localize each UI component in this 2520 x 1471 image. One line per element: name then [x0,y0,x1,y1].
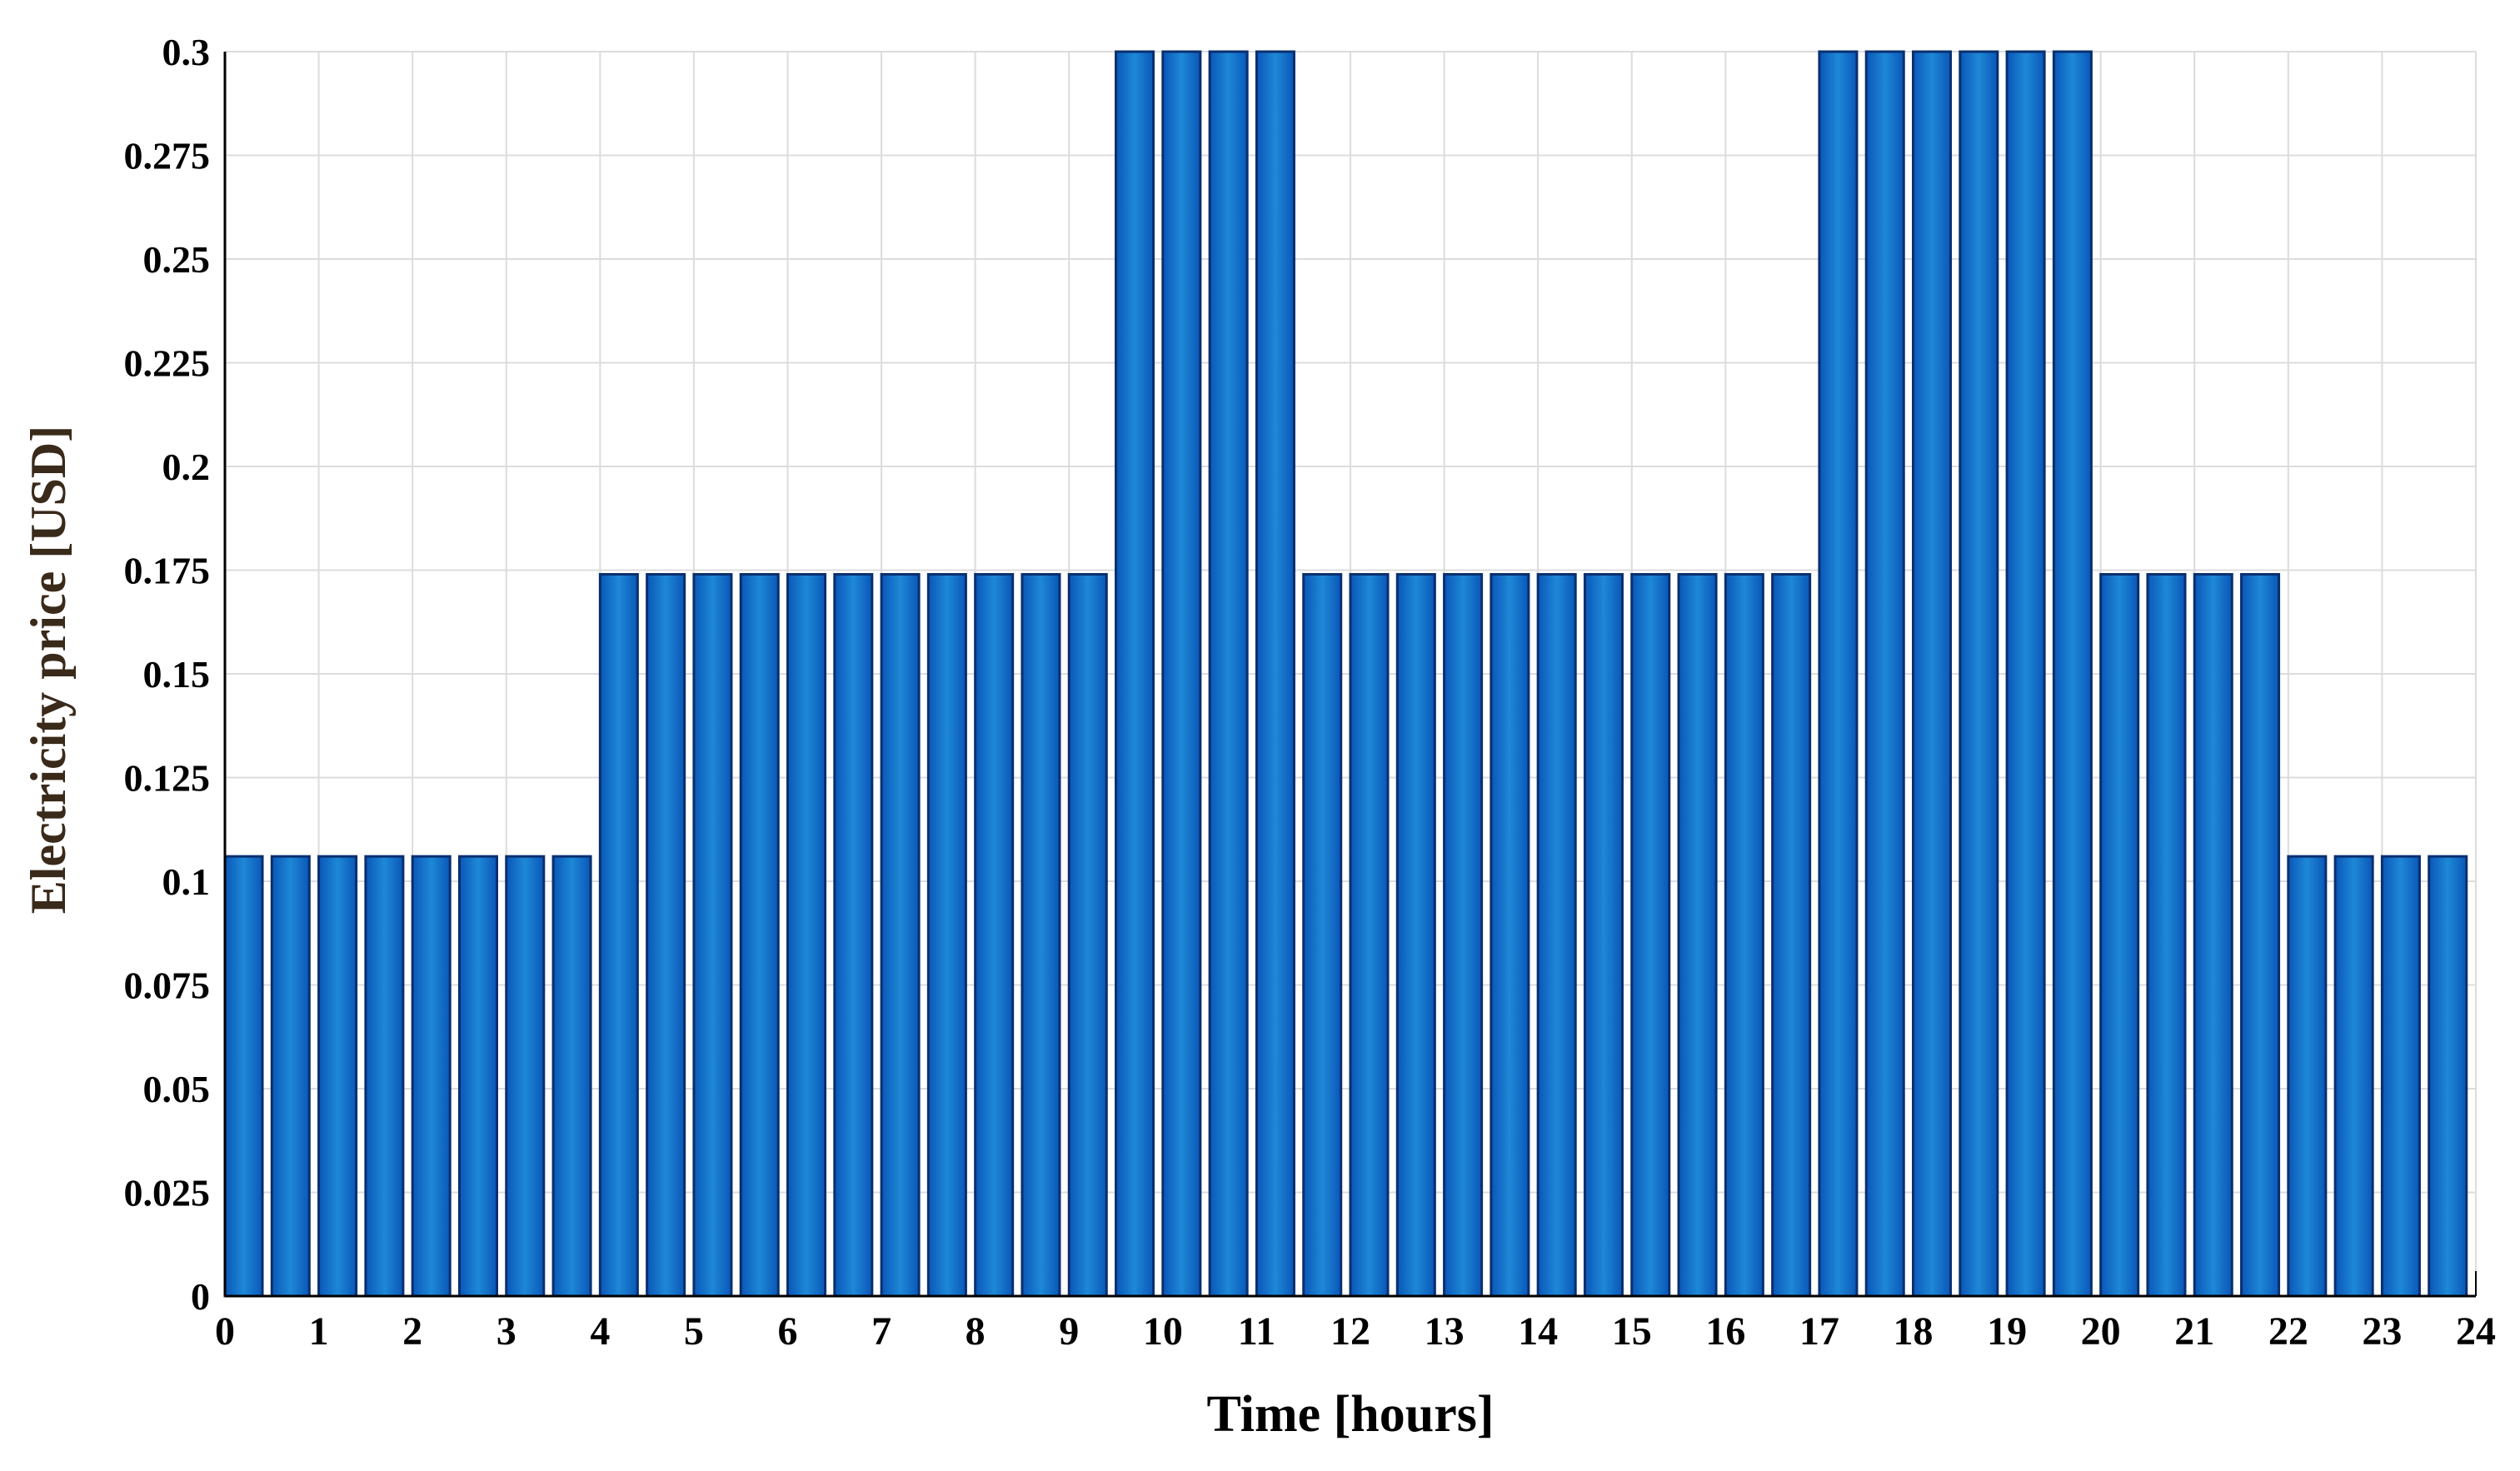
bar-6 [505,855,546,1298]
bar-16 [974,572,1015,1298]
bar-27 [1490,572,1530,1298]
bar-9 [646,572,686,1298]
bar-26 [1443,572,1484,1298]
x-tick-label-22: 22 [2268,1309,2308,1354]
bar-12 [786,572,827,1298]
x-tick-label-21: 21 [2174,1309,2214,1354]
x-tick-label-10: 10 [1143,1309,1183,1354]
bar-2 [317,855,358,1298]
y-tick-label-10: 0.25 [143,238,211,281]
bar-36 [1912,50,1953,1298]
bar-7 [551,855,592,1298]
x-tick-label-0: 0 [215,1309,235,1354]
bar-24 [1349,572,1390,1298]
x-tick-label-20: 20 [2081,1309,2121,1354]
bar-35 [1864,50,1905,1298]
bars [223,50,2468,1298]
x-tick-label-1: 1 [309,1309,329,1354]
y-tick-label-12: 0.3 [162,31,211,73]
bar-3 [364,855,405,1298]
bar-8 [598,572,639,1298]
x-tick-label-5: 5 [684,1309,704,1354]
x-tick-label-9: 9 [1059,1309,1079,1354]
bar-17 [1020,572,1061,1298]
x-tick-label-15: 15 [1612,1309,1652,1354]
x-tick-label-24: 24 [2456,1309,2496,1354]
y-tick-label-1: 0.025 [124,1172,211,1214]
bar-31 [1677,572,1718,1298]
y-tick-label-5: 0.125 [124,757,211,800]
y-axis-label: Electricity price [USD] [21,426,76,914]
bar-4 [411,855,452,1298]
bar-28 [1536,572,1577,1298]
bar-46 [2380,855,2421,1298]
y-tick-label-6: 0.15 [143,653,211,696]
x-tick-label-13: 13 [1425,1309,1465,1354]
y-tick-label-3: 0.075 [124,965,211,1007]
bar-40 [2099,572,2140,1298]
bar-11 [739,572,780,1298]
y-tick-label-7: 0.175 [124,550,211,592]
y-tick-label-0: 0 [191,1275,210,1318]
y-tick-label-2: 0.05 [143,1068,211,1110]
y-tick-label-8: 0.2 [162,446,211,488]
bar-23 [1302,572,1343,1298]
y-tick-label-11: 0.275 [124,135,211,177]
x-tick-label-16: 16 [1705,1309,1745,1354]
x-tick-label-7: 7 [871,1309,891,1354]
y-tick-label-9: 0.225 [124,342,211,385]
bar-33 [1771,572,1812,1298]
axes [223,52,2477,1298]
bar-39 [2052,50,2093,1298]
x-tick-labels: 0 1 2 3 4 5 6 7 8 9 10 11 12 13 14 15 16 17 18 19 20 21 22 23 24 [215,1309,2496,1354]
bar-37 [1959,50,1999,1298]
bar-13 [833,572,874,1298]
x-tick-label-11: 11 [1238,1309,1275,1354]
bar-10 [692,572,733,1298]
x-tick-label-6: 6 [778,1309,798,1354]
bar-19 [1115,50,1155,1298]
y-tick-labels: 0 0.025 0.05 0.075 0.1 0.125 0.15 0.175 0.2 0.225… [124,31,211,1318]
x-tick-label-4: 4 [590,1309,610,1354]
x-tick-label-12: 12 [1330,1309,1370,1354]
bar-47 [2428,855,2468,1298]
bar-29 [1583,572,1624,1298]
bar-43 [2240,572,2281,1298]
y-tick-label-4: 0.1 [162,860,211,903]
bar-34 [1818,50,1859,1298]
bar-1 [270,855,311,1298]
bar-42 [2193,572,2233,1298]
bar-45 [2333,855,2374,1298]
bar-20 [1161,50,1202,1298]
x-tick-label-3: 3 [497,1309,516,1354]
bar-18 [1067,572,1108,1298]
x-tick-label-2: 2 [402,1309,422,1354]
bar-44 [2287,855,2328,1298]
bar-41 [2146,572,2187,1298]
bar-14 [880,572,921,1298]
x-tick-label-14: 14 [1518,1309,1558,1354]
bar-22 [1255,50,1295,1298]
bar-0 [223,855,264,1298]
x-axis-label: Time [hours] [1206,1386,1494,1443]
x-tick-label-17: 17 [1799,1309,1839,1354]
x-tick-label-23: 23 [2362,1309,2402,1354]
bar-5 [457,855,498,1298]
bar-32 [1724,572,1764,1298]
bar-38 [2005,50,2046,1298]
x-tick-label-19: 19 [1987,1309,2027,1354]
bar-25 [1395,572,1436,1298]
bar-15 [926,572,967,1298]
bar-21 [1208,50,1249,1298]
bar-30 [1630,572,1671,1298]
x-tick-label-8: 8 [966,1309,986,1354]
x-tick-label-18: 18 [1894,1309,1934,1354]
